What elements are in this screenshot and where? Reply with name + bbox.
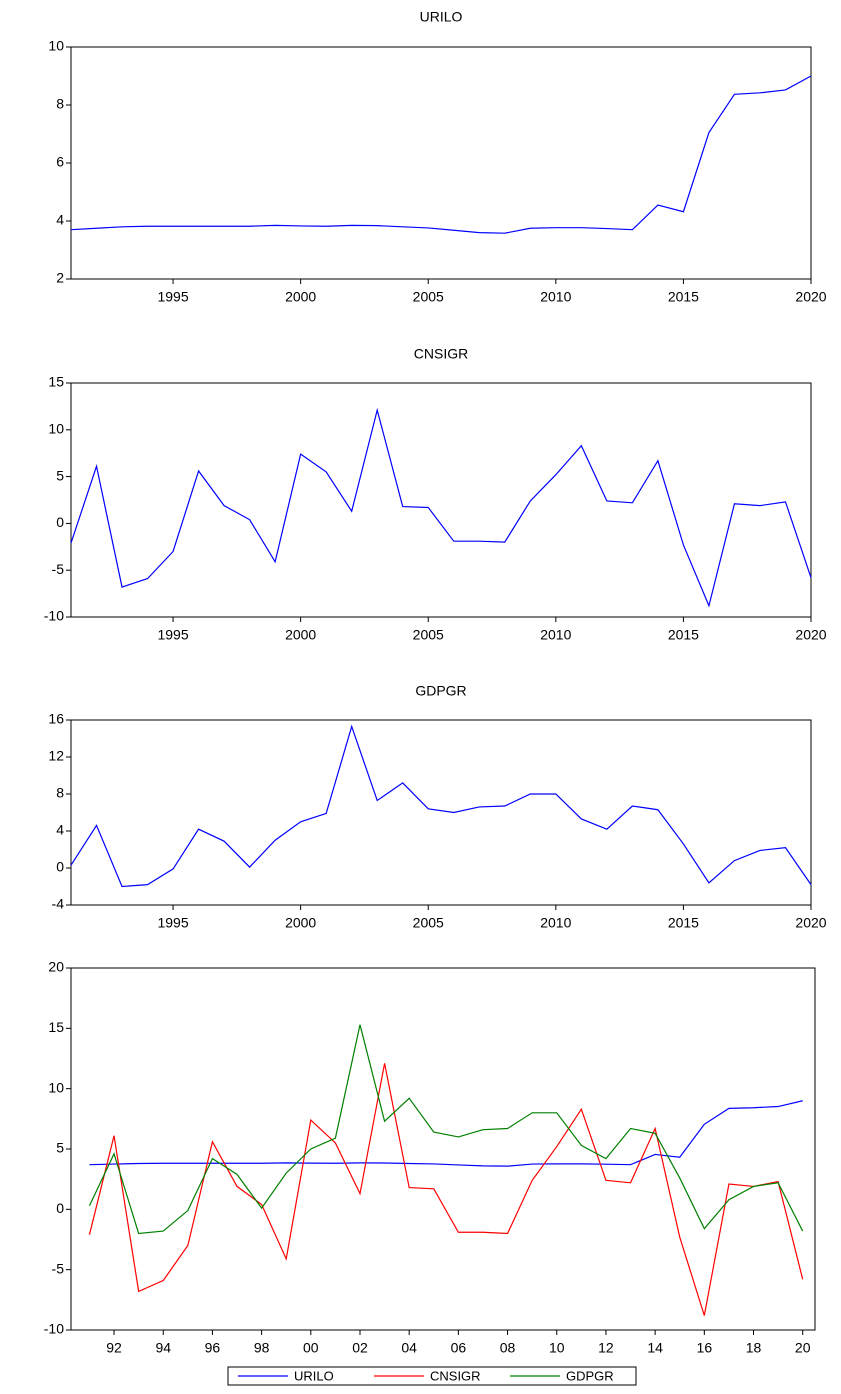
y-tick-label: 6 (56, 154, 64, 170)
x-tick-label: 10 (549, 1340, 565, 1356)
x-tick-label: 2005 (413, 289, 444, 305)
plot-frame (70, 719, 812, 906)
y-tick-label: -4 (52, 896, 65, 912)
y-tick-label: 0 (56, 1200, 64, 1216)
plot-frame (70, 382, 812, 618)
plot-frame (70, 46, 812, 280)
x-tick-label: 00 (303, 1340, 319, 1356)
y-tick-label: -5 (52, 561, 65, 577)
x-tick-label: 06 (451, 1340, 467, 1356)
x-tick-label: 2000 (285, 627, 316, 643)
y-tick-label: 15 (48, 1019, 64, 1035)
x-tick-label: 1995 (157, 627, 188, 643)
x-tick-label: 1995 (157, 289, 188, 305)
y-tick-label: -5 (52, 1260, 65, 1276)
x-tick-label: 2020 (795, 627, 826, 643)
y-tick-label: 5 (56, 467, 64, 483)
x-tick-label: 20 (795, 1340, 811, 1356)
y-tick-label: 4 (56, 822, 64, 838)
x-tick-label: 2000 (285, 289, 316, 305)
x-tick-label: 96 (205, 1340, 221, 1356)
x-tick-label: 02 (352, 1340, 368, 1356)
x-tick-label: 14 (647, 1340, 663, 1356)
x-tick-label: 1995 (157, 915, 188, 931)
legend-label: GDPGR (566, 1368, 614, 1383)
x-tick-label: 04 (401, 1340, 417, 1356)
legend-label: URILO (294, 1368, 334, 1383)
y-tick-label: 10 (48, 1079, 64, 1095)
x-tick-label: 92 (106, 1340, 122, 1356)
y-tick-label: 8 (56, 96, 64, 112)
y-tick-label: 2 (56, 270, 64, 286)
y-tick-label: 5 (56, 1140, 64, 1156)
x-tick-label: 2015 (668, 627, 699, 643)
legend-box (227, 1366, 637, 1386)
x-tick-label: 2010 (540, 289, 571, 305)
y-tick-label: 0 (56, 514, 64, 530)
x-tick-label: 2000 (285, 915, 316, 931)
x-tick-label: 94 (155, 1340, 171, 1356)
series-line (70, 75, 812, 234)
y-tick-label: 16 (48, 711, 64, 727)
y-tick-label: 15 (48, 374, 64, 390)
y-tick-label: 0 (56, 859, 64, 875)
x-tick-label: 2010 (540, 627, 571, 643)
y-tick-label: 12 (48, 748, 64, 764)
series-line (70, 407, 812, 608)
x-tick-label: 2015 (668, 915, 699, 931)
y-tick-label: 10 (48, 38, 64, 54)
x-tick-label: 2020 (795, 915, 826, 931)
y-tick-label: -10 (44, 1321, 64, 1337)
y-tick-label: -10 (44, 608, 64, 624)
x-tick-label: 08 (500, 1340, 516, 1356)
y-tick-label: 8 (56, 785, 64, 801)
series-line (89, 1100, 803, 1167)
x-tick-label: 2015 (668, 289, 699, 305)
chart-title: URILO (420, 9, 463, 25)
x-tick-label: 16 (697, 1340, 713, 1356)
plot-frame (70, 967, 816, 1331)
series-line (88, 1063, 804, 1316)
x-tick-label: 12 (598, 1340, 614, 1356)
chart-title: GDPGR (415, 683, 466, 699)
chart-title: CNSIGR (414, 346, 468, 362)
series-line (70, 724, 812, 888)
y-tick-label: 20 (48, 959, 64, 975)
series-line (88, 1024, 804, 1235)
y-tick-label: 4 (56, 212, 64, 228)
x-tick-label: 2020 (795, 289, 826, 305)
x-tick-label: 2010 (540, 915, 571, 931)
x-tick-label: 18 (746, 1340, 762, 1356)
x-tick-label: 98 (254, 1340, 270, 1356)
x-tick-label: 2005 (413, 915, 444, 931)
y-tick-label: 10 (48, 421, 64, 437)
legend-label: CNSIGR (430, 1368, 481, 1383)
x-tick-label: 2005 (413, 627, 444, 643)
